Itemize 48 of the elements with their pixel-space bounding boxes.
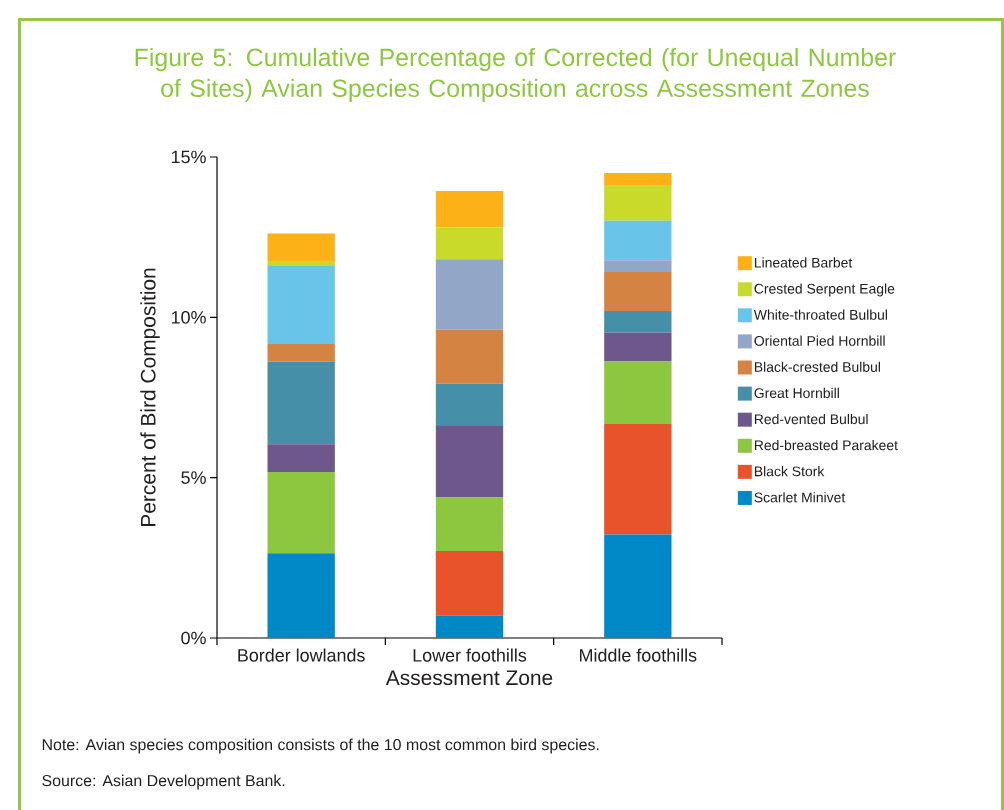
bar <box>435 329 504 384</box>
bar <box>604 220 672 261</box>
bar <box>435 383 504 427</box>
legend-label: Great Hornbill <box>754 387 839 399</box>
bar <box>435 615 504 638</box>
bar <box>267 444 335 472</box>
x-tick-label: Middle foothills <box>580 648 697 662</box>
bar <box>435 426 504 498</box>
bar <box>604 534 672 638</box>
bar <box>604 184 672 221</box>
legend-label: Black-crested Bulbul <box>754 361 880 372</box>
bar <box>267 553 335 638</box>
legend-label: Oriental Pied Hornbill <box>754 335 885 346</box>
bar <box>435 551 504 616</box>
x-tick-label: Border lowlands <box>238 648 365 662</box>
bar <box>435 259 504 330</box>
y-tick-label: 10% <box>171 310 206 324</box>
bar <box>604 361 672 425</box>
y-axis-title: Percent of Bird Composition <box>140 268 160 526</box>
bar <box>604 260 672 273</box>
x-axis-title: Assessment Zone <box>385 670 553 686</box>
source-note: Source: Asian Development Bank. <box>42 774 285 790</box>
y-tick-label: 5% <box>181 471 206 484</box>
bar <box>267 233 335 261</box>
chart-title: Figure 5: Cumulative Percentage of Corrected (for Unequal Number of Sites) Avian Species Composition across Assessment Zones <box>135 47 896 103</box>
legend-label: Red-vented Bulbul <box>754 413 868 425</box>
legend-label: Black Stork <box>754 466 825 477</box>
bar <box>267 265 335 344</box>
bar <box>435 227 504 260</box>
bar <box>267 361 335 445</box>
bar <box>604 424 672 535</box>
bar <box>604 173 672 185</box>
y-tick-label: 15% <box>171 150 206 164</box>
x-tick-label: Lower foothills <box>413 648 527 662</box>
bar <box>435 190 504 228</box>
legend-label: Red-breasted Parakeet <box>754 439 898 451</box>
bar <box>604 310 672 333</box>
legend-label: Crested Serpent Eagle <box>754 283 895 297</box>
text: Note: Avian species composition consists of the 10 most common bird species. <box>42 738 599 754</box>
legend-label: White-throated Bulbul <box>753 309 887 320</box>
legend-label: Lineated Barbet <box>754 257 853 268</box>
legend-label: Scarlet Minivet <box>754 492 846 503</box>
bar <box>604 332 672 362</box>
bar <box>267 471 335 554</box>
bar <box>435 497 504 552</box>
y-tick-label: 0% <box>181 631 206 645</box>
bar <box>604 272 672 311</box>
bar <box>267 343 335 362</box>
